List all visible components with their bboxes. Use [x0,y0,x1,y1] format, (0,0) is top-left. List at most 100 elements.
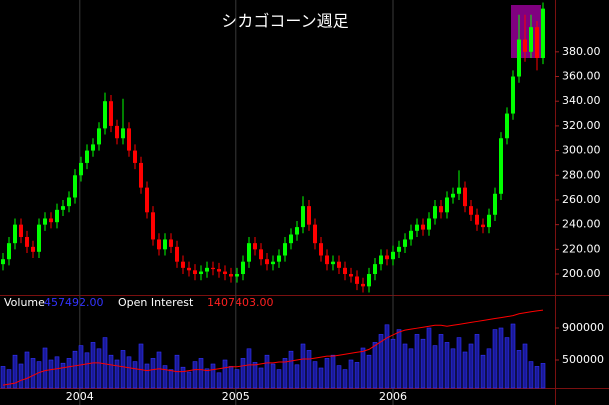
candle-body [103,101,107,129]
candle-body [301,206,305,228]
y-tick-label: 220.00 [562,242,601,255]
candle-body [247,243,251,262]
volume-bar [486,348,492,389]
volume-bar [324,358,330,389]
volume-bar [288,350,294,389]
candle-body [73,175,77,198]
volume-bar [156,351,162,389]
candle-body [37,224,41,252]
candle-body [469,206,473,215]
y-tick-label: 340.00 [562,94,601,107]
candle-body [133,150,137,163]
volume-bar [534,366,540,389]
candle-body [43,218,47,225]
volume-bar [414,334,420,389]
volume-bar [48,359,54,389]
volume-bar [60,362,66,389]
candle-body [337,261,341,268]
candle-body [499,138,503,194]
candle-body [439,206,443,213]
candle-body [217,269,221,272]
volume-bar [276,369,282,389]
candle-body [481,224,485,228]
oi-legend: Open Interest [118,296,194,309]
candle-body [451,193,455,198]
candle-body [175,246,179,262]
x-tick-label: 2006 [379,390,407,403]
candle-body [109,101,113,126]
volume-bar [312,361,318,389]
volume-bar [6,369,12,389]
volume-bar [396,329,402,389]
volume-bar [252,362,258,389]
candle-body [313,224,317,244]
candle-body [163,239,167,250]
y-tick-label: 200.00 [562,267,601,280]
volume-bar [540,363,546,389]
candle-body [121,128,125,139]
volume-bar [240,358,246,389]
volume-bar [186,371,192,389]
volume-bar [516,350,522,389]
candle-body [535,27,539,59]
volume-bar [474,334,480,389]
volume-bar [198,358,204,389]
candle-body [55,209,59,223]
volume-bar [0,366,6,389]
volume-bar [330,354,336,389]
volume-bar [234,369,240,389]
candle-body [421,224,425,230]
candle-body [295,227,299,235]
volume-legend: Volume [4,296,45,309]
candle-body [49,218,53,223]
volume-bar [204,368,210,389]
volume-bar [282,358,288,389]
volume-bar [384,324,390,389]
volume-tick-label: 900000 [562,321,604,334]
candle-body [169,239,173,247]
candle-body [241,261,245,275]
candle-body [13,224,17,244]
volume-bar [96,348,102,389]
candle-body [283,243,287,256]
volume-bar [150,358,156,389]
volume-bar [306,350,312,389]
candle-body [367,274,371,287]
volume-bar [12,354,18,389]
volume-bar [456,337,462,389]
volume-bar [432,345,438,389]
volume-bar [108,354,114,389]
volume-bar [510,323,516,389]
candle-body [511,76,515,114]
candle-body [271,261,275,265]
candle-body [343,267,347,275]
volume-bar [36,361,42,389]
candle-body [385,255,389,260]
volume-bar [444,342,450,389]
candle-body [379,255,383,265]
candle-body [193,270,197,275]
candle-body [307,206,311,225]
candle-body [529,27,533,52]
candle-body [253,243,257,250]
volume-bar [78,345,84,389]
volume-bar [300,343,306,389]
volume-bar [480,354,486,389]
candle-body [79,162,83,176]
y-tick-label: 320.00 [562,119,601,132]
volume-bar [18,363,24,389]
volume-bar [24,351,30,389]
candle-body [361,283,365,287]
volume-bar [66,358,72,389]
candle-body [229,274,233,277]
candle-body [409,230,413,240]
volume-bar [498,327,504,389]
candle-body [235,274,239,277]
volume-bar [366,354,372,389]
volume-bar [90,342,96,389]
volume-bar [402,343,408,389]
candle-body [97,128,101,145]
volume-bar [120,350,126,389]
candle-body [403,239,407,247]
candle-body [157,239,161,250]
